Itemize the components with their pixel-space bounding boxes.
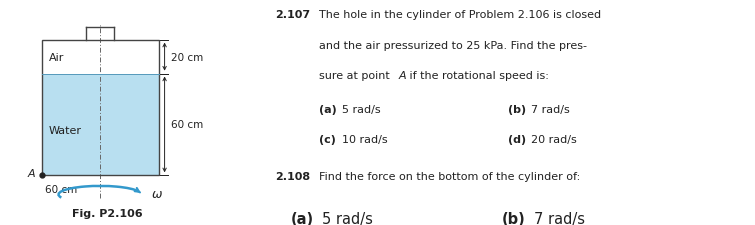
Text: Air: Air [49,52,64,62]
Text: and the air pressurized to 25 kPa. Find the pres-: and the air pressurized to 25 kPa. Find … [319,40,587,50]
Text: (d): (d) [508,135,526,145]
Text: 20 rad/s: 20 rad/s [531,135,577,145]
Text: if the rotational speed is:: if the rotational speed is: [406,71,549,81]
Bar [42,40,159,74]
Text: (c): (c) [319,135,336,145]
Text: (b): (b) [508,104,526,114]
Text: 60 cm: 60 cm [45,184,78,194]
Text: Find the force on the bottom of the cylinder of:: Find the force on the bottom of the cyli… [319,171,581,181]
Text: 7 rad/s: 7 rad/s [534,211,585,225]
Bar [42,74,159,176]
Text: 5 rad/s: 5 rad/s [342,104,381,114]
Text: 60 cm: 60 cm [171,120,203,130]
Text: A: A [28,168,35,178]
Text: The hole in the cylinder of Problem 2.106 is closed: The hole in the cylinder of Problem 2.10… [319,10,602,20]
Bar [42,40,159,176]
Text: 7 rad/s: 7 rad/s [531,104,569,114]
Text: Water: Water [49,125,82,135]
Text: (b): (b) [502,211,525,225]
Text: 20 cm: 20 cm [171,52,203,62]
Text: $\omega$: $\omega$ [151,187,162,200]
Text: sure at point: sure at point [319,71,393,81]
Text: 2.107: 2.107 [276,10,311,20]
Text: Fig. P2.106: Fig. P2.106 [72,208,143,218]
Text: (a): (a) [291,211,314,225]
Text: (a): (a) [319,104,337,114]
Text: 10 rad/s: 10 rad/s [342,135,387,145]
Text: A: A [399,71,406,81]
Text: 5 rad/s: 5 rad/s [322,211,373,225]
Text: 2.108: 2.108 [276,171,311,181]
